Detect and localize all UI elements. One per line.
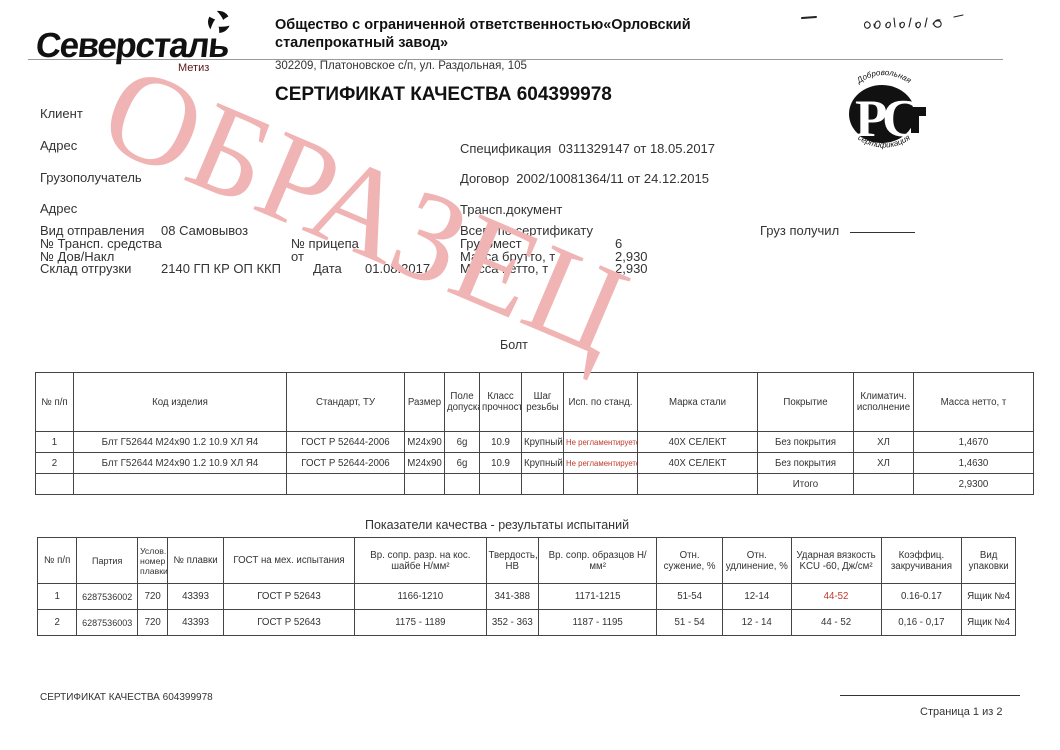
- svg-text:Добровольная: Добровольная: [854, 68, 913, 86]
